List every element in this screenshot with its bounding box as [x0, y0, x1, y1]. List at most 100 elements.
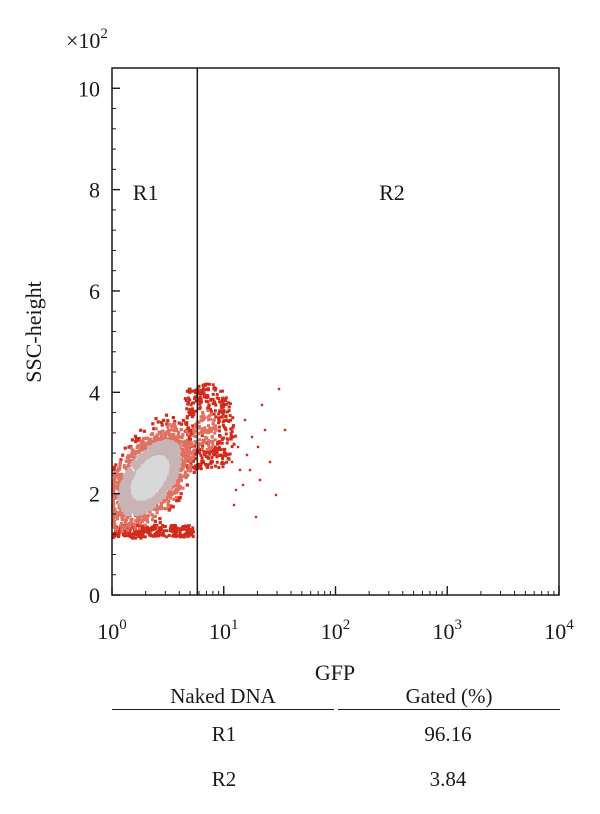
- x-tick-label: 101: [209, 617, 239, 644]
- data-point: [149, 494, 153, 498]
- data-point: [191, 450, 195, 454]
- data-point: [147, 445, 151, 449]
- data-point: [227, 405, 231, 409]
- data-point: [111, 500, 115, 504]
- data-point: [211, 422, 215, 426]
- data-point: [117, 484, 121, 488]
- data-point: [113, 515, 118, 519]
- data-point: [231, 424, 235, 428]
- data-point: [157, 486, 161, 490]
- data-point: [157, 442, 161, 446]
- data-point: [165, 462, 169, 467]
- data-point: [185, 421, 189, 425]
- data-point: [116, 476, 120, 480]
- data-point: [163, 464, 167, 468]
- data-point: [124, 459, 128, 463]
- data-point: [169, 428, 173, 432]
- data-point: [143, 455, 148, 460]
- data-point: [174, 534, 178, 538]
- data-point: [218, 441, 222, 445]
- data-point: [203, 453, 207, 457]
- data-point: [162, 462, 167, 466]
- data-point: [211, 402, 215, 406]
- data-point: [227, 420, 231, 424]
- data-point: [146, 528, 150, 532]
- data-point: [165, 439, 170, 443]
- data-point: [194, 425, 198, 429]
- data-point: [194, 467, 198, 471]
- data-point: [183, 463, 187, 467]
- data-point: [191, 534, 195, 538]
- data-point: [125, 516, 129, 520]
- data-point: [158, 507, 162, 511]
- data-point: [145, 450, 150, 454]
- data-point: [256, 445, 260, 449]
- data-point: [175, 499, 179, 503]
- data-point: [217, 410, 221, 414]
- data-point: [207, 428, 211, 432]
- data-point: [174, 526, 178, 530]
- data-point: [122, 525, 126, 529]
- data-point: [148, 502, 153, 506]
- data-point: [189, 403, 193, 407]
- data-point: [152, 495, 156, 499]
- data-point: [131, 498, 135, 502]
- data-point: [191, 529, 195, 533]
- data-point: [191, 424, 195, 428]
- data-point: [193, 391, 197, 395]
- data-point: [173, 457, 177, 461]
- data-point: [200, 427, 204, 431]
- data-point: [168, 440, 172, 444]
- data-point: [116, 531, 120, 535]
- data-point: [144, 506, 148, 511]
- data-point: [157, 479, 161, 483]
- data-point: [188, 459, 192, 463]
- data-point: [221, 456, 225, 460]
- y-axis-multiplier: ×102: [66, 26, 108, 53]
- data-point: [241, 483, 245, 487]
- data-point: [133, 477, 137, 481]
- data-point: [254, 515, 258, 519]
- data-point: [126, 475, 130, 479]
- data-point: [147, 505, 151, 509]
- data-point: [191, 459, 195, 463]
- data-point: [162, 529, 166, 533]
- data-point: [153, 514, 157, 519]
- data-point: [277, 387, 281, 391]
- data-point: [142, 451, 146, 455]
- data-point: [137, 500, 142, 504]
- data-point: [174, 482, 178, 486]
- data-point: [198, 407, 202, 411]
- data-point: [194, 409, 198, 413]
- data-point: [207, 445, 211, 449]
- data-point: [128, 525, 132, 529]
- data-point: [154, 489, 158, 493]
- data-point: [231, 426, 235, 430]
- data-point: [162, 453, 166, 457]
- data-point: [164, 431, 168, 435]
- data-point: [183, 526, 187, 530]
- data-point: [171, 464, 175, 468]
- data-point: [224, 428, 228, 432]
- data-point: [152, 471, 156, 476]
- data-point: [137, 482, 141, 486]
- data-point: [148, 451, 152, 455]
- x-axis-ticks: 100 101 102 103 104: [97, 586, 574, 644]
- data-point: [260, 403, 264, 407]
- data-point: [232, 503, 236, 507]
- data-point: [159, 526, 163, 530]
- data-point: [186, 455, 190, 460]
- data-point: [161, 524, 165, 528]
- data-point: [111, 519, 115, 523]
- data-point: [146, 513, 150, 517]
- data-point: [155, 433, 159, 437]
- data-point: [160, 420, 164, 425]
- data-point: [122, 532, 126, 536]
- data-point: [155, 495, 160, 499]
- data-point: [114, 484, 118, 488]
- data-point: [183, 471, 187, 476]
- data-point: [138, 488, 143, 492]
- data-point: [204, 455, 208, 459]
- data-point: [124, 488, 128, 493]
- data-point: [215, 396, 219, 400]
